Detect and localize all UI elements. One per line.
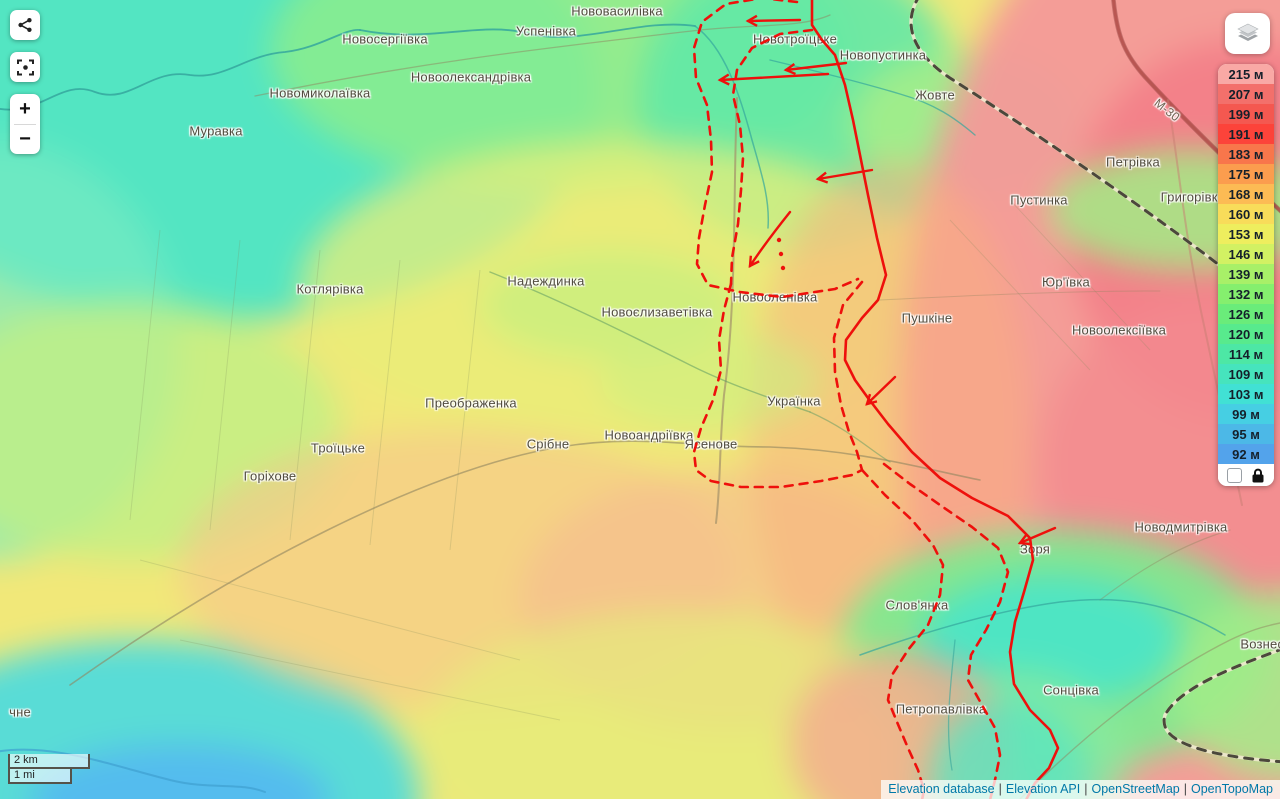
legend-item: 109 м xyxy=(1218,364,1274,384)
legend-item: 168 м xyxy=(1218,184,1274,204)
layers-button[interactable] xyxy=(1225,13,1270,54)
legend-item: 207 м xyxy=(1218,84,1274,104)
legend-item: 215 м xyxy=(1218,64,1274,84)
legend-item: 114 м xyxy=(1218,344,1274,364)
share-button[interactable] xyxy=(10,10,40,40)
legend-item: 183 м xyxy=(1218,144,1274,164)
scale-control: 2 km 1 mi xyxy=(8,754,90,784)
zoom-in-button[interactable]: + xyxy=(19,97,31,120)
legend-item: 92 м xyxy=(1218,444,1274,464)
lock-icon[interactable] xyxy=(1251,468,1265,483)
attribution-link[interactable]: Elevation database xyxy=(888,782,995,796)
locate-button[interactable] xyxy=(10,52,40,82)
zoom-divider xyxy=(14,123,36,125)
attribution-link[interactable]: Elevation API xyxy=(1005,782,1081,796)
attribution-separator: | xyxy=(1183,782,1187,796)
legend-item: 103 м xyxy=(1218,384,1274,404)
legend-item: 146 м xyxy=(1218,244,1274,264)
attribution-separator: | xyxy=(998,782,1002,796)
front-line-solid xyxy=(810,0,1060,799)
layers-icon xyxy=(1236,23,1259,41)
focus-viewfinder-icon xyxy=(16,59,34,75)
legend-item: 120 м xyxy=(1218,324,1274,344)
front-line-dashed xyxy=(692,0,1010,799)
legend-item: 191 м xyxy=(1218,124,1274,144)
legend-item: 175 м xyxy=(1218,164,1274,184)
legend-checkbox[interactable] xyxy=(1227,467,1242,483)
attack-arrows xyxy=(717,14,1057,546)
attribution-link[interactable]: OpenStreetMap xyxy=(1091,782,1180,796)
share-icon xyxy=(18,18,32,32)
legend-item: 153 м xyxy=(1218,224,1274,244)
legend-item: 132 м xyxy=(1218,284,1274,304)
legend-item: 95 м xyxy=(1218,424,1274,444)
legend-item: 99 м xyxy=(1218,404,1274,424)
legend-footer xyxy=(1218,464,1274,486)
legend-item: 139 м xyxy=(1218,264,1274,284)
zoom-out-button[interactable]: − xyxy=(19,128,31,151)
legend-item: 126 м xyxy=(1218,304,1274,324)
attribution-bar: Elevation database | Elevation API | OpenStr… xyxy=(881,780,1280,799)
attribution-link[interactable]: OpenTopoMap xyxy=(1190,782,1273,796)
attribution-separator: | xyxy=(1084,782,1088,796)
scale-mi: 1 mi xyxy=(8,769,72,784)
zoom-control: + − xyxy=(10,94,40,154)
elevation-legend: 215 м 207 м 199 м 191 м 183 м 175 м 168 м 160 м… xyxy=(1218,64,1274,486)
legend-item: 199 м xyxy=(1218,104,1274,124)
legend-item: 160 м xyxy=(1218,204,1274,224)
scale-km: 2 km xyxy=(8,754,90,769)
